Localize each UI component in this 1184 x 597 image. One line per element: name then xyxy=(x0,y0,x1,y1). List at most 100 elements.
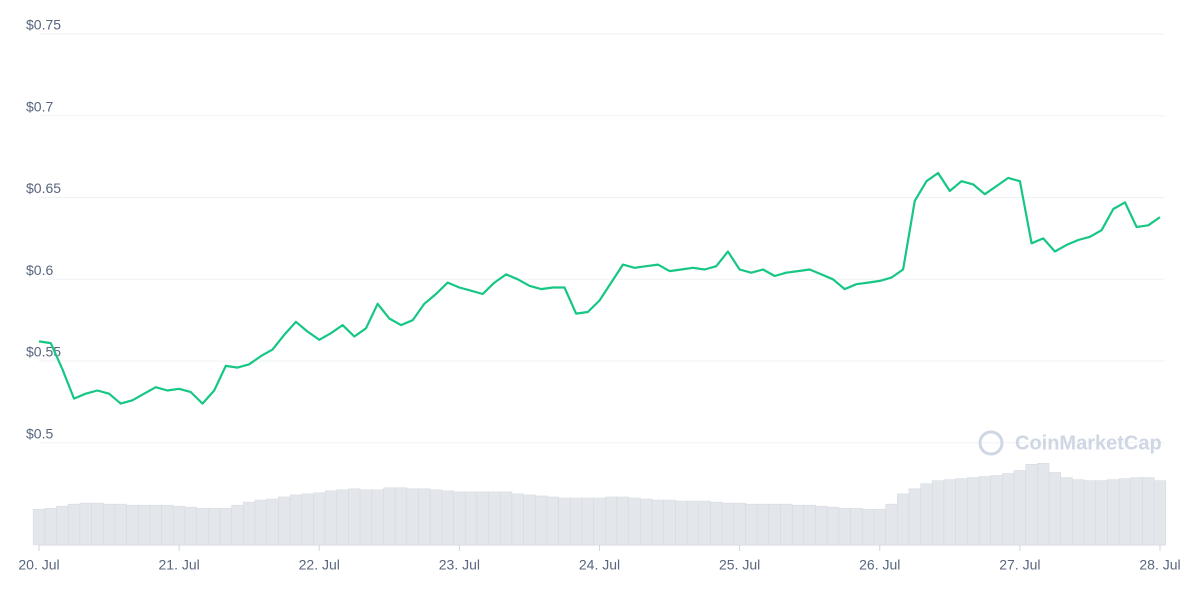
x-tick-label: 20. Jul xyxy=(18,557,59,573)
y-tick-label: $0.5 xyxy=(26,426,53,442)
volume-bar xyxy=(499,491,513,546)
volume-bar xyxy=(873,508,886,546)
volume-bar xyxy=(301,493,314,546)
volume-bar xyxy=(219,507,232,546)
volume-bar xyxy=(184,506,197,546)
price-line xyxy=(38,171,1161,405)
volume-bar xyxy=(383,487,396,546)
volume-bar xyxy=(943,479,956,546)
volume-bar xyxy=(289,494,302,546)
volume-bar xyxy=(173,505,186,546)
volume-bar xyxy=(733,502,746,546)
volume-bar xyxy=(67,503,81,546)
volume-bar xyxy=(1083,480,1097,546)
volume-bar xyxy=(44,507,57,546)
volume-bar xyxy=(324,490,338,546)
volume-bar xyxy=(208,507,221,546)
volume-bar xyxy=(640,498,653,546)
volume-bar xyxy=(149,504,162,546)
volume-bar xyxy=(663,499,676,546)
volume-bar xyxy=(523,494,536,546)
volume-bar xyxy=(196,507,209,546)
volume-bar xyxy=(359,489,373,546)
volume-bar xyxy=(348,488,361,546)
x-tick-label: 28. Jul xyxy=(1139,557,1180,573)
volume-bar xyxy=(464,491,478,546)
volume-bar xyxy=(955,478,968,546)
volume-bar xyxy=(967,477,980,546)
volume-bar xyxy=(161,504,174,546)
x-tick-label: 25. Jul xyxy=(719,557,760,573)
volume-bar xyxy=(710,501,723,546)
volume-bar xyxy=(79,502,92,546)
volume-bar xyxy=(593,497,606,546)
volume-bar xyxy=(920,483,933,546)
watermark-text: CoinMarketCap xyxy=(1015,432,1162,454)
volume-bar xyxy=(231,504,244,546)
volume-bar xyxy=(254,499,267,546)
x-tick-label: 26. Jul xyxy=(859,557,900,573)
volume-bar xyxy=(721,502,735,546)
volume-bar xyxy=(850,507,863,546)
volume-bar xyxy=(102,503,116,546)
volume-bar xyxy=(698,500,711,546)
volume-bar xyxy=(616,496,629,546)
volume-bar xyxy=(756,503,770,546)
volume-bar xyxy=(1048,472,1061,546)
volume-bar xyxy=(476,491,489,546)
y-tick-label: $0.7 xyxy=(26,98,53,114)
volume-bar xyxy=(651,499,664,546)
volume-bar xyxy=(1142,477,1155,546)
volume-bar xyxy=(278,496,291,546)
volume-bar xyxy=(441,490,454,546)
volume-bar xyxy=(897,493,910,546)
x-tick-label: 24. Jul xyxy=(579,557,620,573)
y-tick-label: $0.65 xyxy=(26,180,61,196)
volume-bar xyxy=(394,487,408,546)
volume-bar xyxy=(126,504,139,546)
volume-bar xyxy=(780,503,793,546)
x-tick-label: 23. Jul xyxy=(439,557,480,573)
y-tick-label: $0.6 xyxy=(26,262,53,278)
volume-bar xyxy=(826,506,840,546)
volume-bar xyxy=(605,496,618,546)
volume-bar xyxy=(336,489,349,546)
volume-bar xyxy=(243,501,256,546)
volume-bar xyxy=(266,498,279,546)
volume-bar xyxy=(371,489,384,546)
volume-bar xyxy=(488,491,501,546)
volume-bar xyxy=(56,505,69,546)
volume-bar xyxy=(32,508,46,546)
volume-bar xyxy=(908,488,921,546)
volume-bar xyxy=(768,503,781,546)
volume-bar xyxy=(1107,479,1120,546)
volume-bar xyxy=(406,488,419,546)
volume-bar xyxy=(803,504,816,546)
volume-bar xyxy=(1130,477,1143,546)
volume-bar xyxy=(1095,480,1108,546)
y-tick-label: $0.75 xyxy=(26,17,61,33)
volume-bar xyxy=(1060,477,1073,546)
volume-bar xyxy=(114,503,127,546)
volume-bar xyxy=(1002,473,1015,546)
volume-bar xyxy=(1118,478,1132,546)
watermark: CoinMarketCap xyxy=(978,430,1162,456)
watermark-logo xyxy=(978,430,1004,456)
volume-bar xyxy=(1025,464,1038,546)
volume-bar xyxy=(628,497,641,546)
volume-bar xyxy=(429,489,443,546)
volume-bar xyxy=(1013,470,1026,546)
volume-bar xyxy=(1037,462,1050,546)
volume-bar xyxy=(838,507,851,546)
x-tick-label: 21. Jul xyxy=(159,557,200,573)
volume-bar xyxy=(511,493,524,546)
volume-bar xyxy=(978,476,991,546)
volume-bar xyxy=(313,492,326,546)
volume-bar xyxy=(581,497,594,546)
volume-bar xyxy=(932,480,945,546)
volume-bar xyxy=(815,505,828,546)
volume-bar xyxy=(91,502,104,546)
volume-bar xyxy=(453,491,466,546)
